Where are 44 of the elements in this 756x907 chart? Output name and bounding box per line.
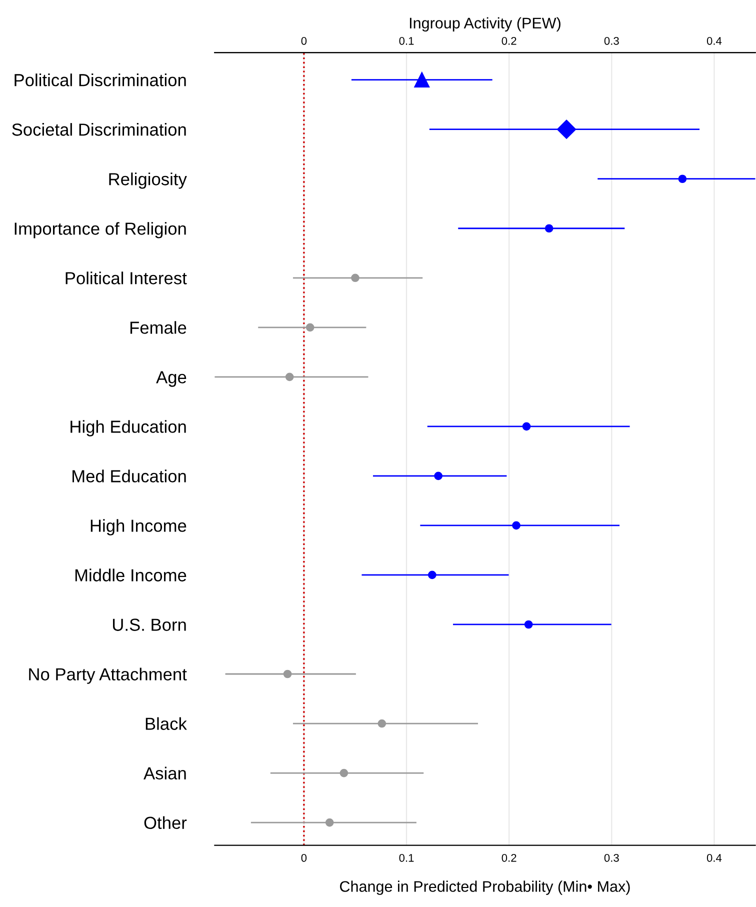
point [414, 72, 430, 88]
x-tick-label: 0.2 [502, 854, 516, 862]
point [283, 670, 292, 678]
y-tick-label: High Education [70, 420, 186, 436]
point [522, 422, 531, 431]
point [428, 570, 436, 580]
point [285, 372, 294, 382]
point [306, 323, 314, 332]
y-tick-label: Med Education [72, 470, 186, 482]
y-tick-label: Asian [144, 766, 186, 780]
point [351, 274, 360, 282]
y-tick-label: Importance of Religion [14, 222, 186, 238]
y-tick-label: Age [156, 371, 186, 387]
y-tick-label: Religiosity [109, 172, 187, 189]
x2-tick-label: 0.1 [399, 36, 414, 45]
x-tick-label: 0 [301, 854, 307, 862]
y-tick-label: Black [146, 717, 187, 730]
y-tick-label: No Party Attachment [29, 668, 187, 684]
point [434, 472, 442, 480]
y-tick-label: Female [130, 321, 186, 334]
y-tick-label: Middle Income [75, 568, 186, 582]
x2-tick-label: 0.2 [502, 36, 516, 45]
x-tick-label: 0.4 [706, 854, 722, 862]
x-axis-title: Change in Predicted Probability (Min• Max) [340, 880, 630, 895]
y-tick-label: Political Interest [66, 272, 187, 284]
point [325, 818, 334, 827]
point [340, 768, 348, 778]
y-tick-label: U.S. Born [113, 618, 186, 631]
point [512, 521, 520, 530]
x2-tick-label: 0.3 [604, 36, 619, 45]
point [524, 620, 533, 629]
point [544, 224, 554, 233]
x2-tick-label: 0 [301, 36, 307, 45]
x-tick-label: 0.3 [604, 854, 619, 862]
chart-title: Ingroup Activity (PEW) [410, 17, 560, 32]
x-tick-label: 0.1 [399, 854, 414, 862]
point [678, 174, 687, 184]
y-tick-label: Societal Discrimination [12, 123, 186, 136]
point [556, 120, 576, 139]
y-tick-label: Political Discrimination [14, 74, 186, 86]
y-tick-label: High Income [90, 519, 186, 536]
x2-tick-label: 0.4 [706, 36, 722, 45]
y-tick-label: Other [144, 816, 187, 830]
point [378, 719, 386, 728]
